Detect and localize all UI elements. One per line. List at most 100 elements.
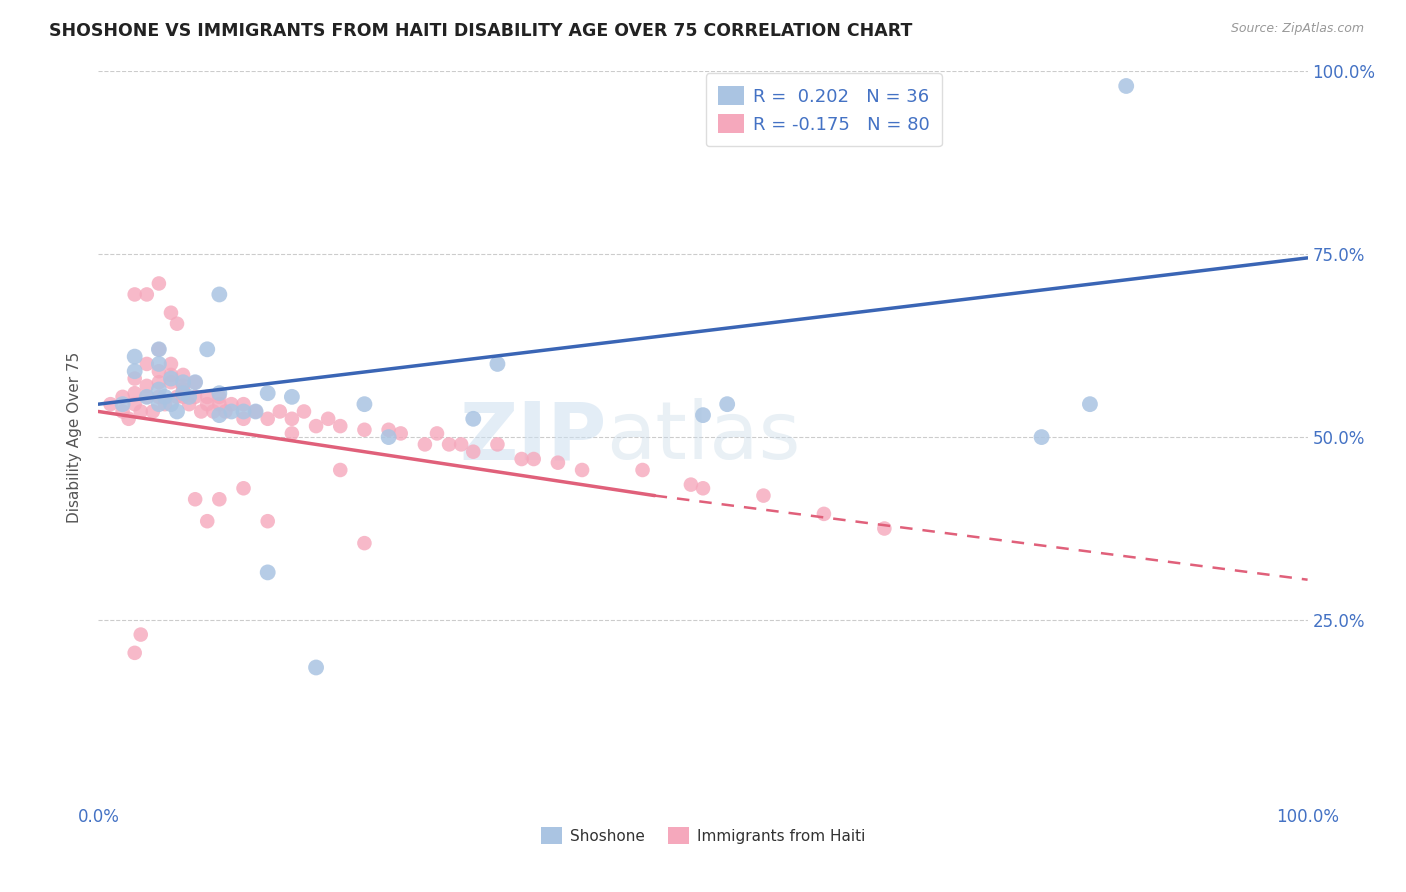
Point xyxy=(305,660,328,674)
Point xyxy=(232,397,254,411)
Point xyxy=(631,463,654,477)
Point xyxy=(135,379,157,393)
Point xyxy=(716,397,738,411)
Point xyxy=(118,412,141,426)
Point xyxy=(353,397,375,411)
Point xyxy=(148,397,170,411)
Point xyxy=(172,383,194,397)
Point xyxy=(463,444,485,458)
Point xyxy=(692,408,714,422)
Point xyxy=(329,419,352,434)
Point xyxy=(214,404,236,418)
Point xyxy=(195,514,218,528)
Point xyxy=(129,404,152,418)
Point xyxy=(124,386,146,401)
Point xyxy=(873,521,896,535)
Point xyxy=(172,390,194,404)
Point xyxy=(377,430,399,444)
Point xyxy=(232,412,254,426)
Point xyxy=(547,456,569,470)
Point xyxy=(135,287,157,301)
Point xyxy=(1115,78,1137,93)
Point xyxy=(1078,397,1101,411)
Point xyxy=(316,412,339,426)
Point xyxy=(148,390,170,404)
Point xyxy=(256,386,278,401)
Point xyxy=(148,357,170,371)
Point xyxy=(172,376,194,390)
Point xyxy=(208,390,231,404)
Point xyxy=(413,437,436,451)
Point xyxy=(160,397,183,411)
Point xyxy=(129,627,152,641)
Point xyxy=(148,343,170,357)
Point xyxy=(221,397,243,411)
Point xyxy=(135,390,157,404)
Point xyxy=(172,379,194,393)
Point xyxy=(486,357,509,371)
Point xyxy=(142,404,165,418)
Point xyxy=(148,364,170,378)
Point xyxy=(389,426,412,441)
Point xyxy=(281,426,304,441)
Point xyxy=(111,397,134,411)
Point xyxy=(292,404,315,418)
Point xyxy=(437,437,460,451)
Point xyxy=(208,492,231,507)
Point xyxy=(692,481,714,495)
Point xyxy=(813,507,835,521)
Point xyxy=(153,390,176,404)
Point xyxy=(195,343,218,357)
Point xyxy=(124,287,146,301)
Point xyxy=(124,646,146,660)
Point xyxy=(184,492,207,507)
Point xyxy=(111,390,134,404)
Point xyxy=(752,489,775,503)
Point xyxy=(148,376,170,390)
Point xyxy=(208,397,231,411)
Point xyxy=(281,412,304,426)
Point xyxy=(111,404,134,418)
Point xyxy=(377,423,399,437)
Point xyxy=(426,426,449,441)
Point xyxy=(510,452,533,467)
Point xyxy=(245,404,267,418)
Point xyxy=(523,452,546,467)
Point xyxy=(281,390,304,404)
Point xyxy=(208,287,231,301)
Point xyxy=(463,412,485,426)
Y-axis label: Disability Age Over 75: Disability Age Over 75 xyxy=(67,351,83,523)
Point xyxy=(486,437,509,451)
Point xyxy=(160,376,183,390)
Point xyxy=(160,371,183,385)
Point xyxy=(160,306,183,320)
Text: atlas: atlas xyxy=(606,398,800,476)
Point xyxy=(100,397,122,411)
Point xyxy=(148,343,170,357)
Point xyxy=(190,404,212,418)
Point xyxy=(208,386,231,401)
Point xyxy=(184,390,207,404)
Text: ZIP: ZIP xyxy=(458,398,606,476)
Point xyxy=(148,277,170,291)
Point xyxy=(208,408,231,422)
Point xyxy=(232,481,254,495)
Point xyxy=(245,404,267,418)
Point xyxy=(148,383,170,397)
Point xyxy=(305,419,328,434)
Point xyxy=(124,364,146,378)
Point xyxy=(450,437,472,451)
Point xyxy=(256,412,278,426)
Point xyxy=(221,404,243,418)
Point xyxy=(256,514,278,528)
Point xyxy=(184,376,207,390)
Point xyxy=(135,390,157,404)
Point xyxy=(571,463,593,477)
Point xyxy=(202,404,225,418)
Point xyxy=(160,368,183,382)
Point xyxy=(269,404,291,418)
Point xyxy=(135,357,157,371)
Point xyxy=(353,536,375,550)
Point xyxy=(179,390,201,404)
Point xyxy=(124,371,146,385)
